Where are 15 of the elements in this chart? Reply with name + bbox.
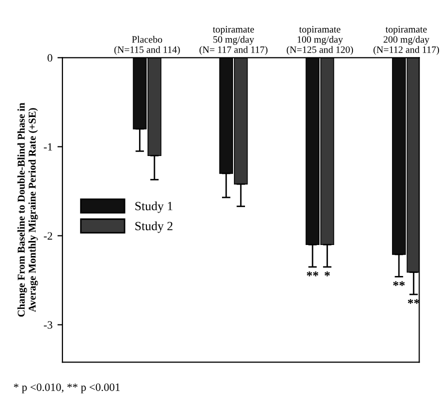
y-tick-label: 0 bbox=[48, 54, 52, 62]
annotation: * bbox=[324, 271, 330, 276]
x-tick-label: Placebo (N=115 and 114) bbox=[114, 36, 180, 55]
x-tick-label: topiramate 50 mg/day (N= 117 and 117) bbox=[200, 26, 268, 55]
y-axis-title: Change From Baseline to Double-Blind Phase in Average Monthly Migraine Period Rate (+SE) bbox=[17, 102, 38, 317]
x-tick-label: topiramate 100 mg/day (N=125 and 120) bbox=[286, 26, 353, 55]
y-tick-label: -1 bbox=[44, 143, 52, 151]
x-tick-label: topiramate 200 mg/day (N=112 and 117) bbox=[374, 26, 440, 55]
y-tick-label: -3 bbox=[44, 321, 52, 329]
y-tick-label: -2 bbox=[44, 232, 52, 240]
legend-label: Study 1 bbox=[135, 202, 172, 213]
text: * p <0.010, ** p <0.001 bbox=[14, 383, 120, 394]
legend-label: Study 2 bbox=[135, 221, 172, 233]
annotation: ** bbox=[306, 271, 318, 276]
annotation: ** bbox=[393, 281, 405, 286]
